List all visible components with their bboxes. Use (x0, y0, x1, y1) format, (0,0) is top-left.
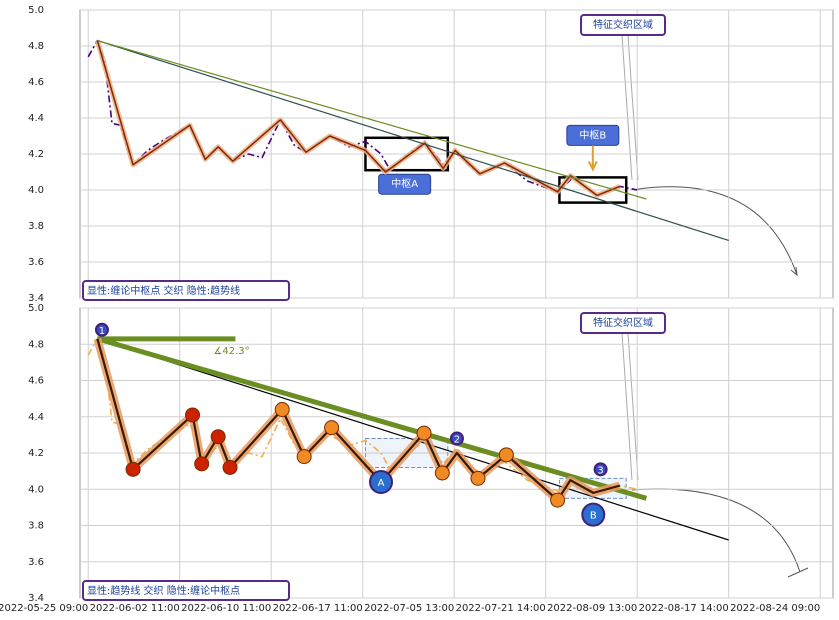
x-tick-label: 2022-08-09 13:00 (547, 603, 637, 614)
region-label: 特征交织区域 (593, 18, 653, 31)
series-line (97, 40, 647, 200)
x-tick-label: 2022-08-24 09:00 (730, 603, 820, 614)
caption: 显性:缠论中枢点 交织 隐性:趋势线 (87, 284, 240, 297)
series-line (96, 40, 621, 197)
y-tick-label: 3.6 (28, 257, 44, 268)
x-tick-label: 2022-06-10 11:00 (181, 603, 271, 614)
pivot-point (324, 420, 340, 436)
marker-label: A (378, 478, 385, 489)
caption-box (82, 580, 290, 601)
series-line (96, 336, 648, 501)
marker-label: 1 (99, 326, 105, 337)
callout-arrow (621, 35, 639, 181)
y-tick-label: 4.4 (28, 412, 44, 423)
y-tick-label: 4.4 (28, 113, 44, 124)
marker (449, 431, 464, 446)
region-box (580, 14, 666, 36)
region-label: 特征交织区域 (593, 316, 653, 329)
x-tick-label: 2022-08-17 14:00 (639, 603, 729, 614)
y-tick-label: 5.0 (28, 303, 44, 314)
pivot-point (194, 456, 210, 472)
marker (581, 502, 606, 527)
y-tick-label: 3.4 (28, 593, 44, 604)
y-tick-label: 4.0 (28, 185, 44, 196)
region-box (580, 312, 666, 334)
pivot-point (498, 447, 514, 463)
y-tick-label: 4.2 (28, 149, 44, 160)
pivot-point (434, 465, 450, 481)
arrow-head (790, 266, 798, 277)
x-tick-label: 2022-06-17 11:00 (273, 603, 363, 614)
y-tick-label: 3.8 (28, 521, 44, 532)
pivot-label-box (378, 173, 432, 195)
y-tick-label: 5.0 (28, 5, 44, 16)
pivot-point (470, 470, 486, 486)
y-tick-label: 4.0 (28, 484, 44, 495)
pivot-point (274, 402, 290, 417)
marker (369, 470, 394, 494)
y-tick-label: 3.8 (28, 221, 44, 232)
y-tick-label: 4.8 (28, 339, 44, 350)
y-tick-label: 4.2 (28, 448, 44, 459)
pivot-point (125, 461, 141, 477)
callout-arrow (621, 332, 639, 481)
pivot-point (210, 429, 226, 445)
caption: 显性:趋势线 交织 隐性:缠论中枢点 (87, 584, 240, 597)
x-tick-label: 2022-06-02 11:00 (90, 603, 180, 614)
pivot-point (550, 492, 566, 508)
pivot-label: 中枢B (579, 128, 606, 141)
y-tick-label: 4.6 (28, 376, 44, 387)
pivot-point (296, 449, 312, 465)
pivot-point (185, 407, 201, 423)
x-tick-label: 2022-05-25 09:00 (0, 603, 88, 614)
marker-label: 3 (597, 465, 603, 476)
arrow-end (787, 567, 809, 578)
marker-label: 2 (454, 435, 460, 446)
series-line (97, 338, 729, 541)
marker (593, 462, 608, 477)
pivot-arrow (587, 145, 598, 172)
pivot-point (222, 460, 238, 475)
pivot-point (416, 425, 432, 441)
y-tick-label: 4.8 (28, 41, 44, 52)
angle-label: ∡42.3° (213, 346, 249, 357)
x-tick-label: 2022-07-21 14:00 (456, 603, 546, 614)
y-tick-label: 4.6 (28, 77, 44, 88)
y-tick-label: 3.6 (28, 557, 44, 568)
pivot-label: 中枢A (391, 177, 418, 190)
chart-layer: 3.4 3.6 3.8 4.0 4.2 4.4 4.6 4.8 5.0 中枢A 中枢B 显性:缠论中枢… (0, 5, 833, 614)
x-tick-label: 2022-07-05 13:00 (364, 603, 454, 614)
curve-arrow (631, 488, 801, 573)
marker-label: B (590, 511, 597, 522)
marker (94, 322, 109, 337)
curve-arrow (631, 186, 798, 276)
series-line (97, 40, 729, 241)
y-tick-label: 3.4 (28, 293, 44, 304)
caption-box (82, 280, 290, 301)
